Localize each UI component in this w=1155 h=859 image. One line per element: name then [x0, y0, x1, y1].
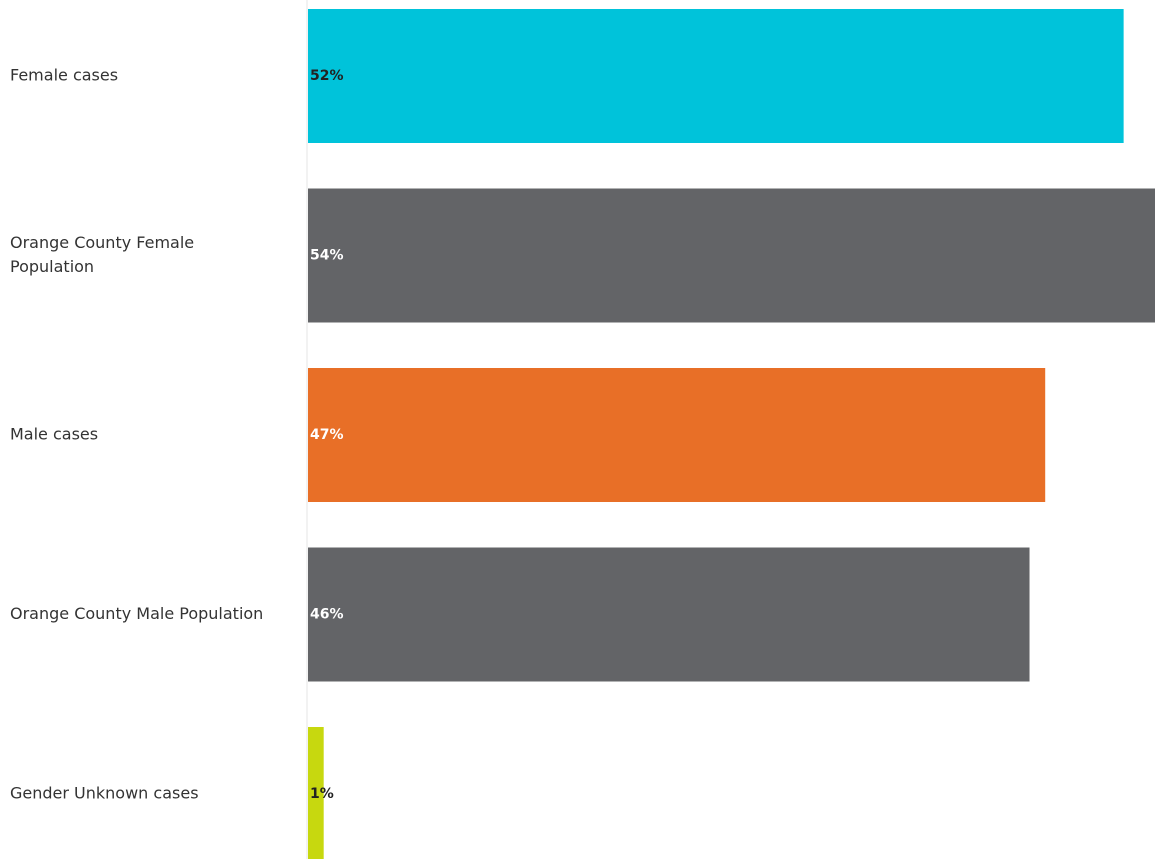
value-labels: 52% 54% 47% 46% 1%: [310, 68, 344, 802]
value-label-4: 1%: [310, 786, 334, 802]
category-label-line: Female cases: [10, 66, 118, 85]
bar-3[interactable]: [308, 547, 1030, 682]
category-label-3: Orange County Male Population: [10, 604, 263, 623]
category-label-line: Orange County Female: [10, 233, 194, 252]
category-label-1: Orange County Female Population: [10, 233, 194, 276]
value-label-0: 52%: [310, 68, 344, 84]
bar-0[interactable]: [308, 9, 1124, 143]
bar-2[interactable]: [308, 368, 1046, 502]
category-labels: Female cases Orange County Female Populati…: [10, 66, 263, 803]
value-label-1: 54%: [310, 248, 344, 264]
category-label-0: Female cases: [10, 66, 118, 85]
value-label-3: 46%: [310, 607, 344, 623]
category-label-line: Gender Unknown cases: [10, 784, 199, 803]
category-label-line: Orange County Male Population: [10, 604, 263, 623]
value-label-2: 47%: [310, 427, 344, 443]
category-label-4: Gender Unknown cases: [10, 784, 199, 803]
bars: [308, 9, 1155, 859]
category-label-line: Population: [10, 257, 94, 276]
bar-4[interactable]: [308, 727, 324, 859]
bar-1[interactable]: [308, 188, 1155, 323]
category-label-2: Male cases: [10, 425, 98, 444]
category-label-line: Male cases: [10, 425, 98, 444]
